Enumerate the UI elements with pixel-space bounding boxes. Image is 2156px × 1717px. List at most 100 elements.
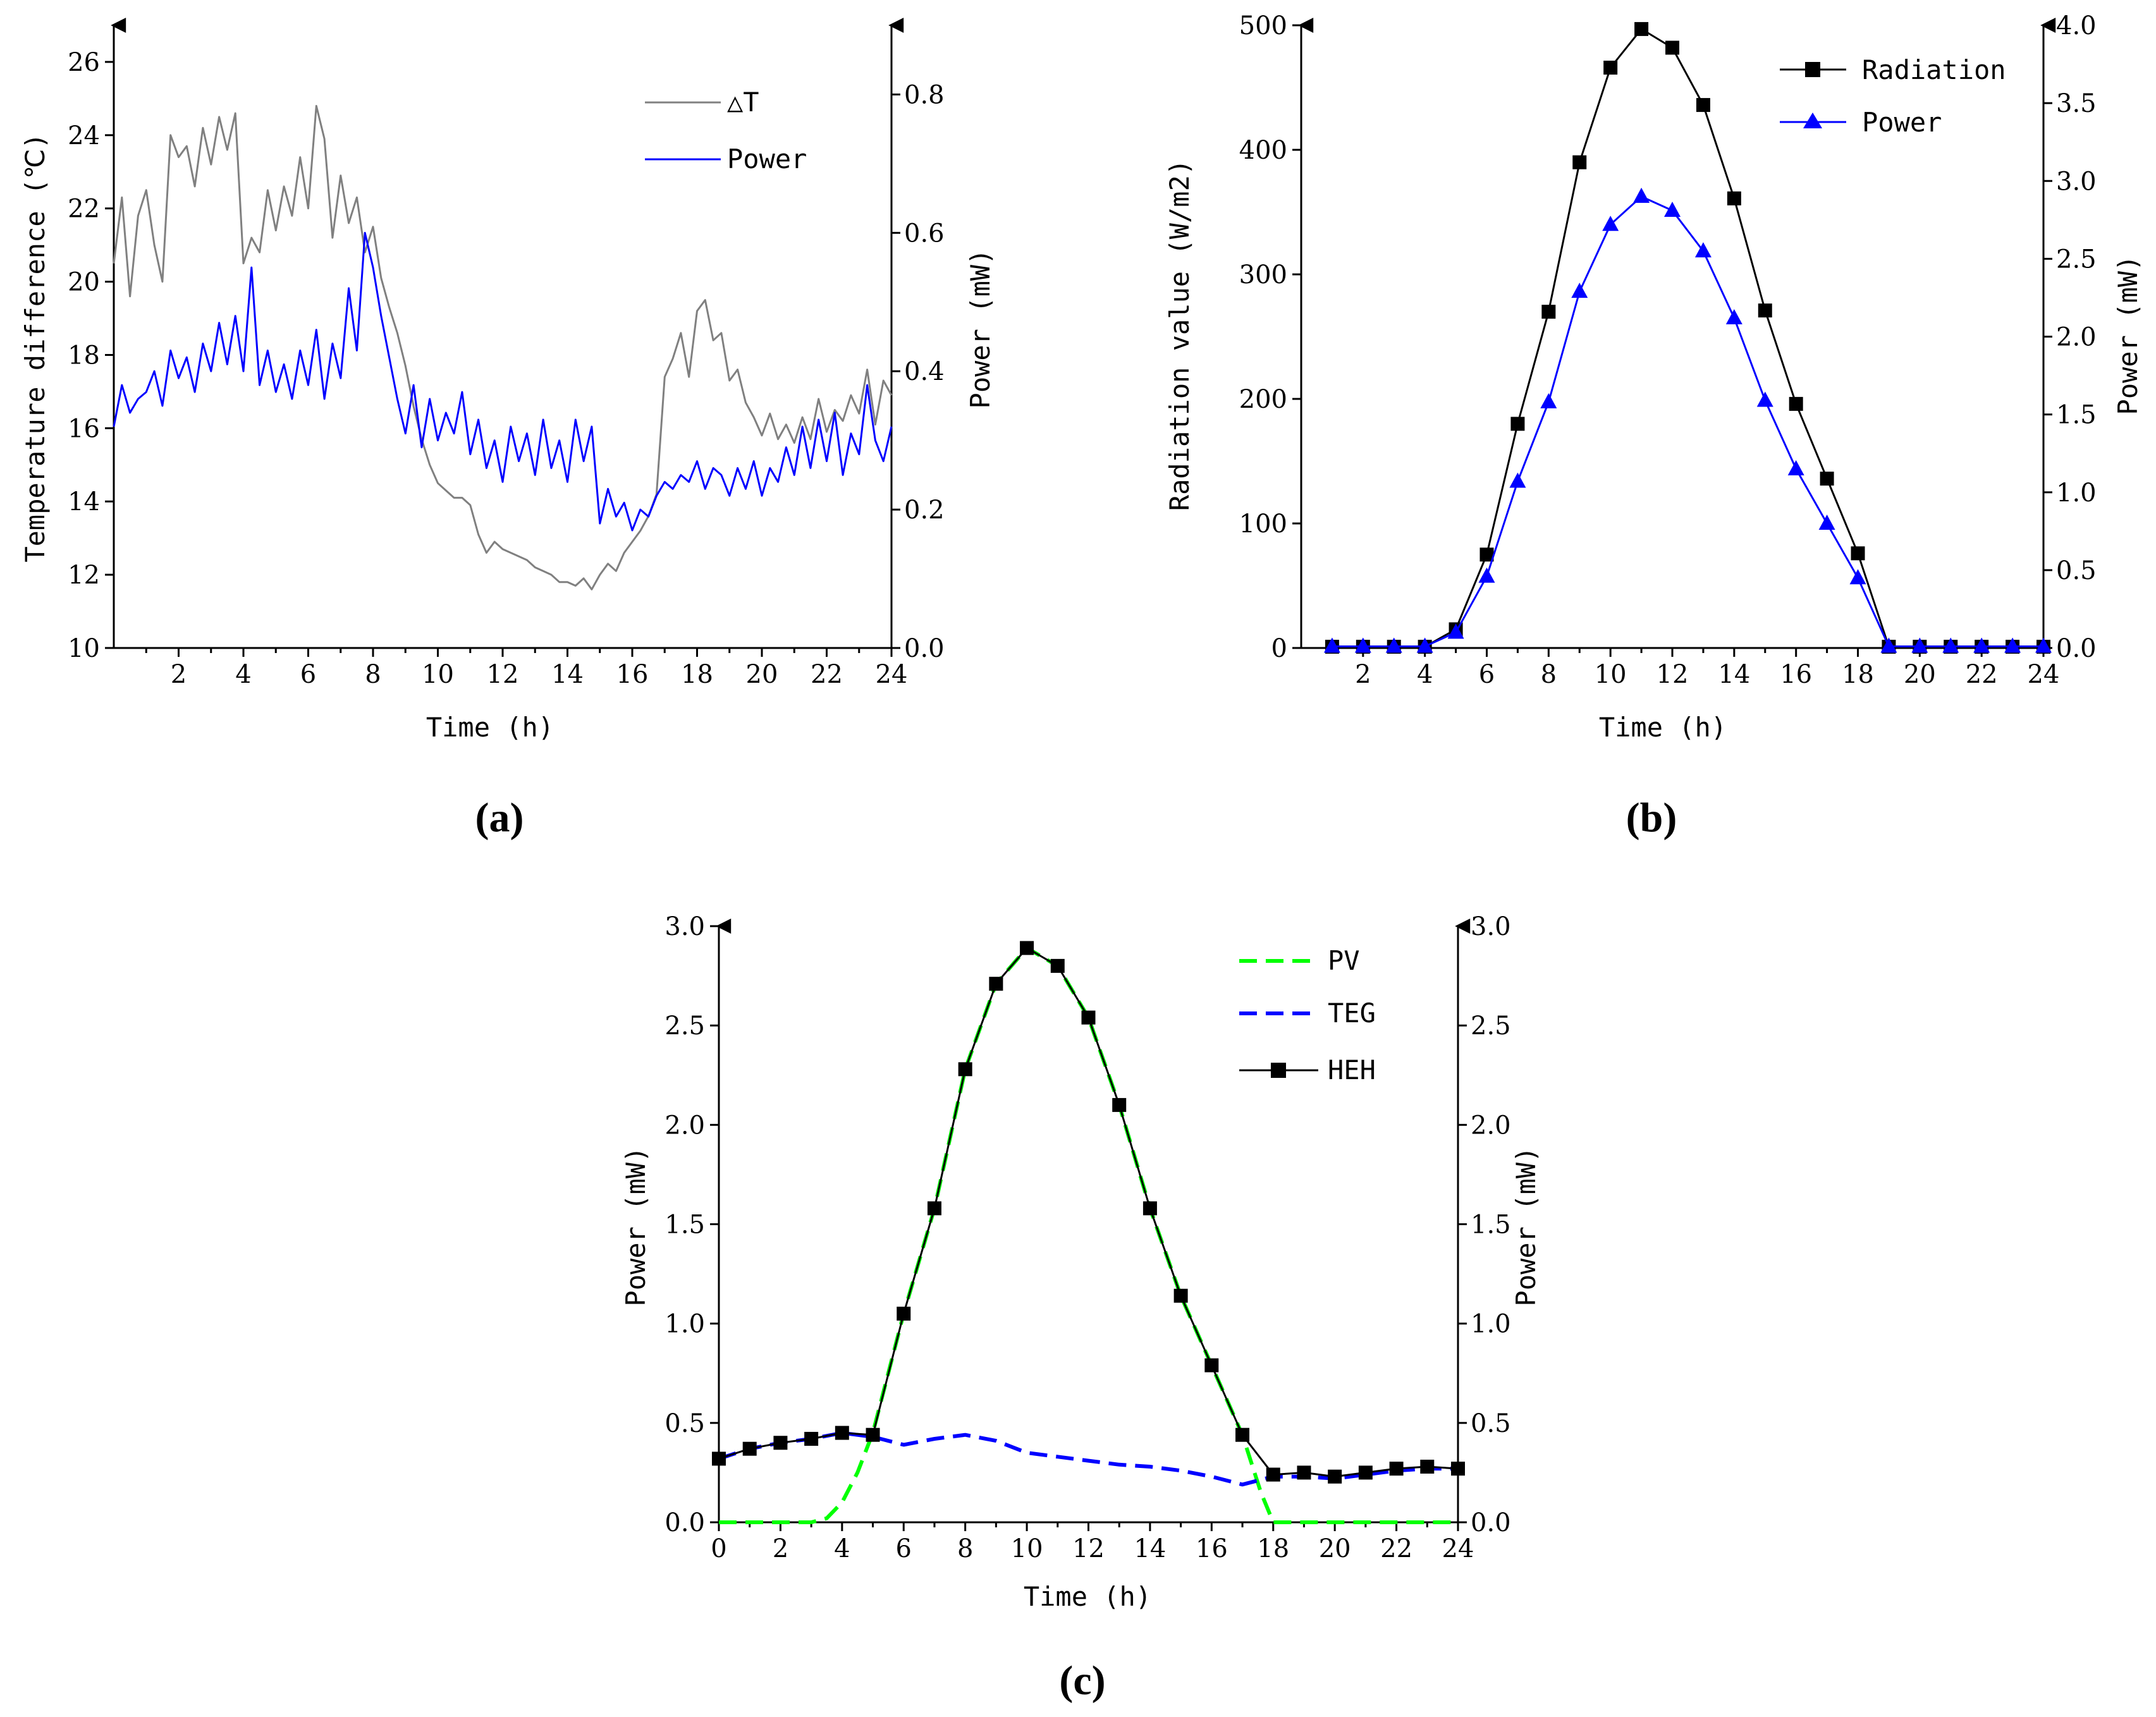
data-point-square <box>1420 1459 1435 1474</box>
y-tick-label: 14 <box>68 487 100 516</box>
x-tick-label: 24 <box>2028 660 2060 689</box>
x-tick-label: 22 <box>811 660 843 689</box>
legend-c-heh-label: HEH <box>1328 1054 1376 1085</box>
x-tick-label: 24 <box>876 660 908 689</box>
y2-tick-label: 0.0 <box>1471 1508 1511 1537</box>
chart-a: 2 4 6 8 10 12 14 16 18 20 22 241012141618202224260.… <box>20 17 996 841</box>
data-point-triangle <box>1787 460 1804 475</box>
data-point-square <box>804 1431 819 1446</box>
x-tick-label: 8 <box>365 660 381 689</box>
y2-tick-label: 0.8 <box>904 80 945 109</box>
chart-c-ylabel: Power (mW) <box>620 1147 651 1307</box>
y-tick-label: 26 <box>68 48 100 77</box>
x-tick-label: 20 <box>1319 1534 1351 1563</box>
legend-c-teg-label: TEG <box>1328 998 1376 1029</box>
data-point-square <box>1510 417 1525 431</box>
series-a-t-line <box>113 105 893 590</box>
y-tick-label: 100 <box>1239 510 1287 539</box>
y-tick-label: 400 <box>1239 136 1287 165</box>
data-point-square <box>1020 941 1034 955</box>
legend-c-pv-label: PV <box>1328 945 1360 976</box>
x-tick-label: 2 <box>1355 660 1371 689</box>
x-tick-label: 12 <box>487 660 519 689</box>
chart-b-y2label: Power (mW) <box>2112 255 2143 415</box>
y-tick-label: 300 <box>1239 260 1287 290</box>
data-point-triangle <box>1509 472 1526 488</box>
data-point-triangle <box>1880 637 1897 653</box>
y2-tick-label: 3.5 <box>2056 89 2097 118</box>
y2-tick-label: 2.5 <box>1471 1011 1511 1041</box>
chart-c-caption: (c) <box>1059 1658 1105 1704</box>
y2-tick-label: 1.5 <box>2056 401 2097 430</box>
y2-tick-label: 0.5 <box>1471 1409 1511 1438</box>
x-tick-label: 4 <box>1417 660 1433 689</box>
y2-tick-label: 0.0 <box>904 634 945 663</box>
data-point-triangle <box>1385 637 1402 653</box>
x-tick-label: 20 <box>1904 660 1936 689</box>
data-point-square <box>1142 1201 1157 1216</box>
data-point-square <box>1851 546 1865 561</box>
x-tick-label: 6 <box>896 1534 912 1563</box>
data-point-square <box>989 977 1003 991</box>
data-point-square <box>742 1441 757 1456</box>
y2-tick-label: 1.0 <box>1471 1310 1511 1339</box>
data-point-triangle <box>2035 637 2052 653</box>
x-tick-label: 14 <box>1718 660 1750 689</box>
chart-b-legend: Radiation Power <box>1780 54 2006 138</box>
chart-a-y2label: Power (mW) <box>965 249 996 409</box>
x-tick-label: 24 <box>1442 1534 1474 1563</box>
x-tick-label: 6 <box>300 660 316 689</box>
chart-b-ylabel: Radiation value (W/m2) <box>1164 159 1195 511</box>
data-point-square <box>1204 1358 1219 1372</box>
chart-a-legend: △T Power <box>645 87 807 174</box>
chart-c-y2label: Power (mW) <box>1510 1147 1541 1307</box>
chart-b-caption: (b) <box>1626 795 1677 841</box>
data-point-triangle <box>1447 623 1464 639</box>
data-point-triangle <box>1571 283 1588 298</box>
data-point-square <box>1634 21 1649 36</box>
data-point-square <box>1081 1010 1096 1025</box>
x-tick-label: 22 <box>1966 660 1998 689</box>
y-tick-label: 0.0 <box>665 1508 705 1537</box>
data-point-square <box>1603 60 1618 75</box>
y-tick-label: 2.5 <box>665 1011 705 1041</box>
y-tick-label: 22 <box>68 195 100 224</box>
x-tick-label: 8 <box>957 1534 973 1563</box>
data-point-square <box>1112 1097 1127 1112</box>
chart-c-legend: PV TEG HEH <box>1239 945 1376 1085</box>
x-tick-label: 12 <box>1072 1534 1105 1563</box>
y-tick-label: 10 <box>68 634 100 663</box>
data-point-square <box>1572 155 1587 169</box>
y-tick-label: 12 <box>68 561 100 590</box>
data-point-triangle <box>1818 515 1835 530</box>
x-tick-label: 10 <box>422 660 454 689</box>
x-tick-label: 8 <box>1541 660 1557 689</box>
data-point-triangle <box>1849 569 1866 585</box>
y2-tick-label: 1.0 <box>2056 479 2097 508</box>
x-tick-label: 14 <box>1134 1534 1166 1563</box>
series-c-teg-line <box>718 1431 1458 1487</box>
data-point-triangle <box>1942 637 1959 653</box>
x-tick-label: 16 <box>616 660 649 689</box>
y2-tick-label: 0.4 <box>904 357 945 386</box>
legend-b-power-marker <box>1803 113 1822 128</box>
chart-c: 0 2 4 6 8 10 12 14 16 18 20 22 240.00.51.01.52.02.53… <box>620 912 1541 1704</box>
data-point-triangle <box>2004 637 2021 653</box>
data-point-square <box>1328 1469 1342 1484</box>
data-point-square <box>958 1062 972 1077</box>
data-point-triangle <box>1478 567 1495 583</box>
data-point-triangle <box>1323 637 1340 653</box>
data-point-triangle <box>1664 202 1681 217</box>
x-tick-label: 12 <box>1657 660 1689 689</box>
y-tick-label: 16 <box>68 414 100 443</box>
y-tick-label: 3.0 <box>665 912 705 941</box>
data-point-square <box>1758 303 1772 318</box>
legend-b-radiation-label: Radiation <box>1862 54 2006 85</box>
y2-tick-label: 0.0 <box>2056 634 2097 663</box>
y2-tick-label: 3.0 <box>1471 912 1511 941</box>
data-point-square <box>1665 40 1679 55</box>
data-point-triangle <box>1694 242 1712 258</box>
x-tick-label: 0 <box>711 1534 726 1563</box>
data-point-triangle <box>1540 393 1557 408</box>
data-point-square <box>1696 98 1710 113</box>
